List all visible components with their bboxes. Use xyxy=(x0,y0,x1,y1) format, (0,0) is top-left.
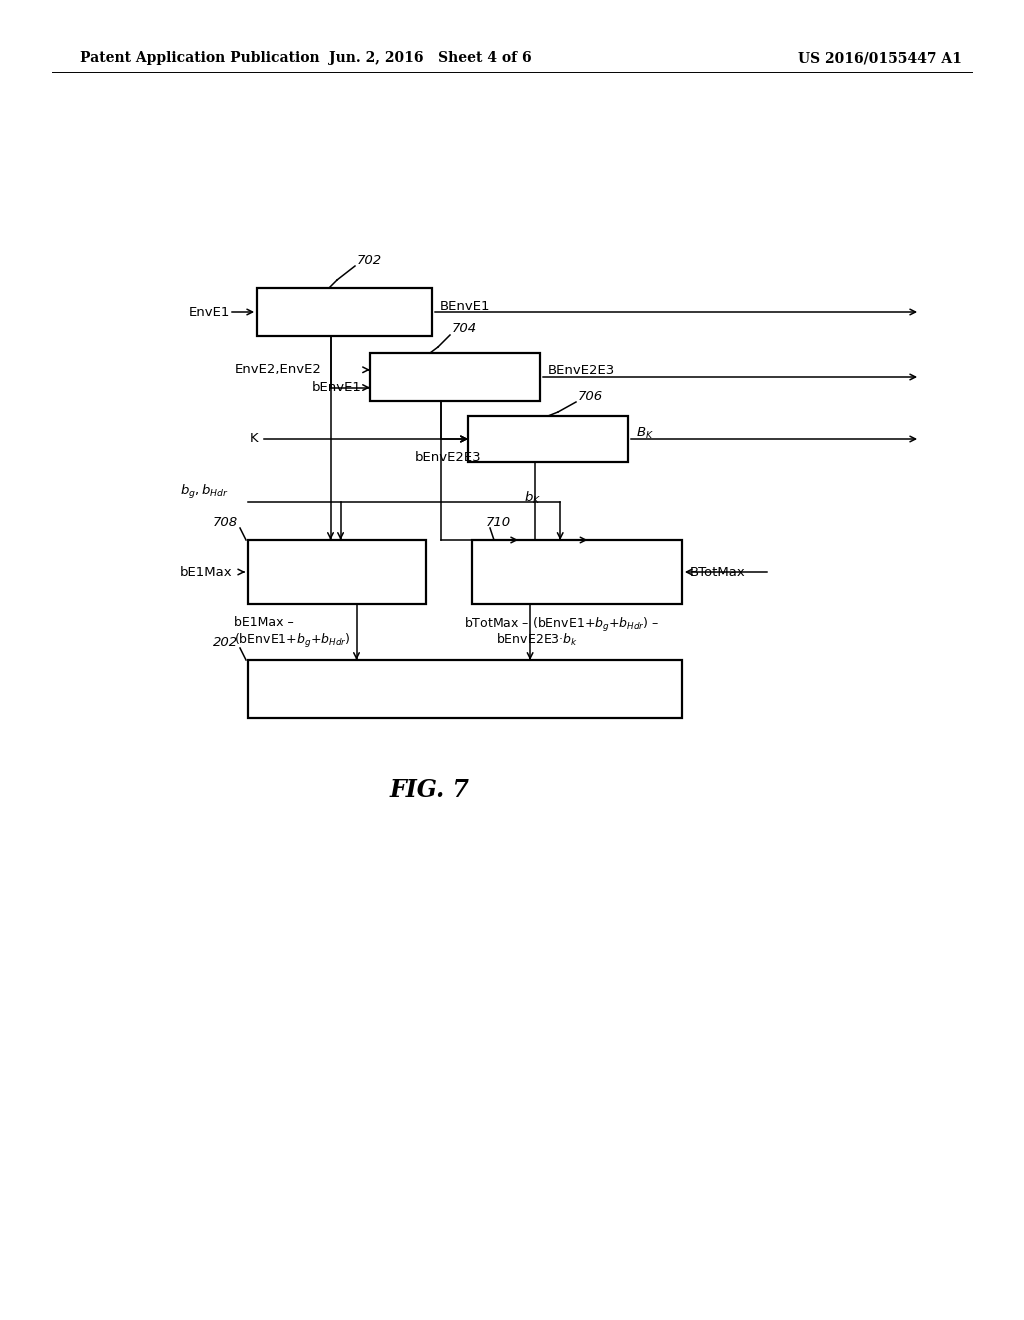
Bar xyxy=(248,540,426,605)
Bar xyxy=(472,540,682,605)
Text: $b_K$: $b_K$ xyxy=(524,490,541,506)
Text: BTotMax: BTotMax xyxy=(690,565,745,578)
Text: bEnvE2E3·$b_k$: bEnvE2E3·$b_k$ xyxy=(496,632,578,648)
Text: bE1Max –: bE1Max – xyxy=(234,616,294,630)
Text: 708: 708 xyxy=(213,516,238,528)
Bar xyxy=(468,416,628,462)
Text: K: K xyxy=(250,433,259,446)
Text: BEnvE2E3: BEnvE2E3 xyxy=(548,364,615,378)
Text: bTotMax – (bEnvE1+$b_g$+$b_{Hdr}$) –: bTotMax – (bEnvE1+$b_g$+$b_{Hdr}$) – xyxy=(464,616,659,634)
Text: FIG. 7: FIG. 7 xyxy=(390,777,470,803)
Text: (bEnvE1+$b_g$+$b_{Hdr}$): (bEnvE1+$b_g$+$b_{Hdr}$) xyxy=(234,632,350,649)
Text: $B_K$: $B_K$ xyxy=(636,425,653,441)
Text: bEnvE2E3: bEnvE2E3 xyxy=(415,450,481,463)
Text: BEnvE1: BEnvE1 xyxy=(440,300,490,313)
Bar xyxy=(370,352,540,401)
Text: bEnvE1: bEnvE1 xyxy=(312,381,361,395)
Text: bE1Max: bE1Max xyxy=(180,565,232,578)
Text: EnvE1: EnvE1 xyxy=(189,305,230,318)
Text: 702: 702 xyxy=(357,253,382,267)
Text: EnvE2,EnvE2: EnvE2,EnvE2 xyxy=(234,363,322,376)
Text: 706: 706 xyxy=(578,389,603,403)
Text: 704: 704 xyxy=(452,322,477,335)
Text: Jun. 2, 2016   Sheet 4 of 6: Jun. 2, 2016 Sheet 4 of 6 xyxy=(329,51,531,65)
Text: 202: 202 xyxy=(213,635,238,648)
Text: 710: 710 xyxy=(486,516,511,528)
Text: $b_g,b_{Hdr}$: $b_g,b_{Hdr}$ xyxy=(180,483,229,502)
Text: US 2016/0155447 A1: US 2016/0155447 A1 xyxy=(798,51,962,65)
Bar xyxy=(257,288,432,337)
Bar xyxy=(248,660,682,718)
Text: Patent Application Publication: Patent Application Publication xyxy=(80,51,319,65)
